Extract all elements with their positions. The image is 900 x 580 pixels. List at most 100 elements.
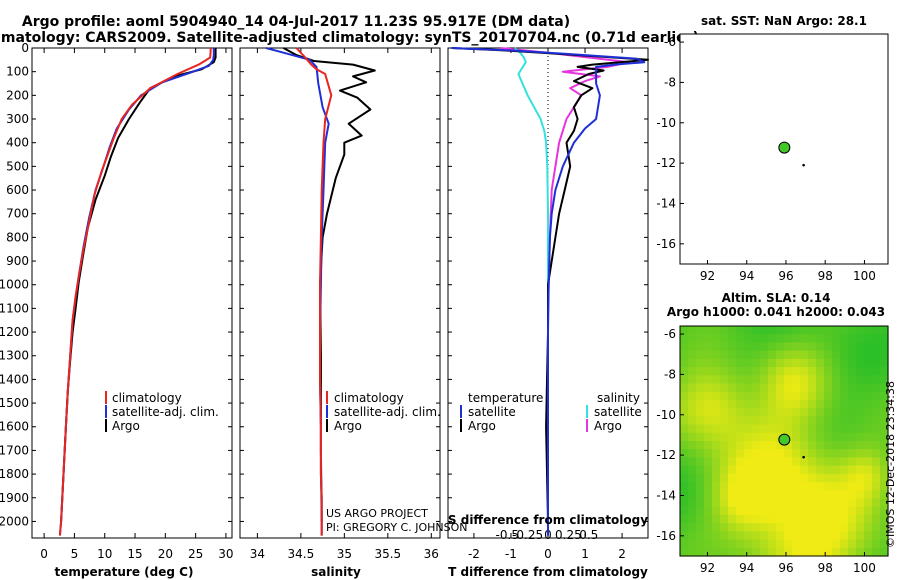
- sla-cell: [800, 342, 809, 352]
- t-diff-xlabel: T difference from climatology: [448, 565, 648, 579]
- sla-cell: [840, 375, 849, 385]
- sla-cell: [776, 473, 785, 483]
- sla-cell: [864, 449, 873, 459]
- sla-cell: [792, 523, 801, 532]
- sla-cell: [848, 326, 857, 335]
- sla-cell: [880, 326, 889, 335]
- depth-tick-label: 1700: [0, 443, 29, 457]
- sla-cell: [744, 375, 753, 385]
- sla-cell: [848, 367, 857, 376]
- sla-cell: [776, 465, 785, 475]
- sla-cell: [720, 482, 729, 491]
- depth-tick-label: 1000: [0, 278, 29, 292]
- sla-cell: [776, 350, 785, 360]
- sla-cell: [752, 432, 761, 442]
- sla-cell: [880, 350, 889, 360]
- sla-cell: [760, 449, 769, 459]
- sla-cell: [752, 506, 761, 516]
- sla-cell: [784, 547, 793, 557]
- depth-tick-label: 1800: [0, 467, 29, 481]
- sla-cell: [744, 498, 753, 508]
- legend-label-t-argo: Argo: [468, 419, 496, 433]
- sla-cell: [792, 514, 801, 524]
- sla-cell: [880, 457, 889, 467]
- legend-label-s-satellite: satellite: [594, 405, 642, 419]
- x-tick-label: 35: [337, 547, 352, 561]
- sla-cell: [760, 523, 769, 532]
- sla-cell: [688, 457, 697, 467]
- sla-cell: [760, 399, 769, 409]
- depth-tick-label: 0: [21, 41, 29, 55]
- sla-cell: [760, 350, 769, 360]
- sla-cell: [712, 334, 721, 344]
- sla-cell: [728, 399, 737, 409]
- sla-cell: [792, 367, 801, 376]
- sla-cell: [856, 375, 865, 385]
- difference-plot: -2 -1 0 1 2-0.5-0.25 0 0.250.5: [448, 47, 649, 561]
- sla-cell: [840, 441, 849, 450]
- sla-cell: [880, 465, 889, 475]
- sla-cell: [880, 408, 889, 417]
- sla-cell: [880, 416, 889, 426]
- sla-cell: [880, 531, 889, 541]
- sla-cell: [752, 465, 761, 475]
- sla-cell: [768, 473, 777, 483]
- sla-cell: [816, 482, 825, 491]
- series-line-argo: [60, 48, 217, 522]
- sla-cell: [848, 408, 857, 417]
- sla-cell: [736, 342, 745, 352]
- sla-cell: [752, 350, 761, 360]
- sst-map-frame: [679, 33, 889, 265]
- sla-cell: [872, 399, 881, 409]
- sla-cell: [792, 547, 801, 557]
- lon-tick-label: 94: [739, 269, 754, 283]
- s-tick-label: 0.25: [555, 528, 582, 542]
- sla-cell: [752, 424, 761, 434]
- sla-cell: [704, 506, 713, 516]
- sla-cell: [840, 408, 849, 417]
- x-tick-label: 2: [618, 547, 626, 561]
- sla-cell: [736, 473, 745, 483]
- sla-cell: [760, 358, 769, 368]
- sla-cell: [792, 432, 801, 442]
- sla-cell: [776, 383, 785, 393]
- depth-tick-label: 1300: [0, 349, 29, 363]
- lon-tick-label: 92: [700, 561, 715, 575]
- sla-cell: [824, 465, 833, 475]
- sla-cell: [736, 375, 745, 385]
- sla-cell: [696, 350, 705, 360]
- sla-cell: [864, 523, 873, 532]
- sla-cell: [824, 539, 833, 549]
- sla-cell: [856, 367, 865, 376]
- sla-cell: [848, 490, 857, 500]
- sla-cell: [760, 334, 769, 344]
- sla-cell: [736, 358, 745, 368]
- sla-cell: [816, 367, 825, 376]
- sla-cell: [800, 506, 809, 516]
- sla-cell: [848, 391, 857, 401]
- depth-tick-label: 600: [6, 183, 29, 197]
- sla-cell: [872, 416, 881, 426]
- credit-pi: PI: GREGORY C. JOHNSON: [326, 521, 467, 534]
- sla-cell: [720, 473, 729, 483]
- sla-cell: [824, 441, 833, 450]
- lat-tick-label: -8: [664, 75, 676, 89]
- sla-cell: [848, 342, 857, 352]
- sla-cell: [688, 342, 697, 352]
- sla-cell: [744, 465, 753, 475]
- sla-cell: [768, 350, 777, 360]
- sla-cell: [864, 490, 873, 500]
- sla-cell: [688, 383, 697, 393]
- sla-cell: [848, 375, 857, 385]
- sla-cell: [712, 416, 721, 426]
- sla-cell: [824, 358, 833, 368]
- sla-cell: [792, 441, 801, 450]
- sla-cell: [840, 523, 849, 532]
- sla-cell: [688, 514, 697, 524]
- sla-cell: [744, 383, 753, 393]
- sla-cell: [744, 547, 753, 557]
- sla-cell: [688, 465, 697, 475]
- sla-cell: [704, 326, 713, 335]
- sla-cell: [720, 399, 729, 409]
- x-tick-label: 35.5: [374, 547, 401, 561]
